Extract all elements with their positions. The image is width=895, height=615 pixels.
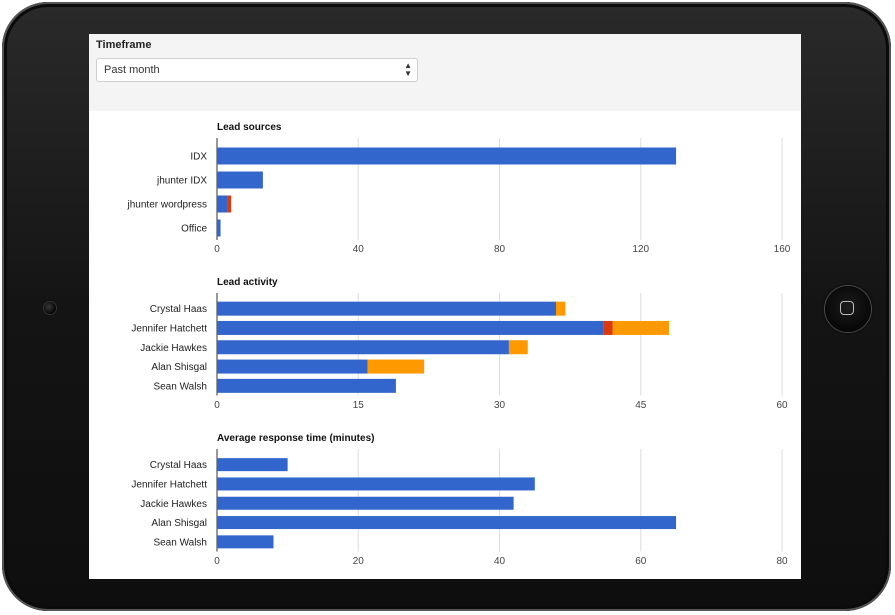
category-label: Jennifer Hatchett — [131, 323, 207, 334]
bar-segment — [217, 301, 556, 316]
bar-segment — [217, 171, 263, 189]
timeframe-select[interactable]: Past month ▲ ▼ — [96, 58, 418, 82]
x-tick-label: 0 — [214, 400, 220, 411]
bar-segment — [217, 458, 288, 472]
bar-segment — [508, 340, 528, 355]
bar-segment — [227, 195, 232, 213]
x-tick-label: 120 — [632, 244, 649, 255]
bar-segment — [217, 320, 604, 335]
bar-segment — [556, 301, 566, 316]
category-label: Alan Shisgal — [151, 518, 207, 529]
x-tick-label: 60 — [635, 556, 647, 567]
home-square-icon — [840, 301, 854, 315]
bar-segment — [217, 219, 221, 237]
bar-segment — [217, 378, 396, 393]
category-label: Jackie Hawkes — [140, 343, 207, 354]
bar-segment — [367, 359, 425, 374]
bar-segment — [612, 320, 669, 335]
category-label: jhunter wordpress — [127, 200, 207, 211]
charts-area: Lead sources 0 40 80 120 160 IDX jhunter IDX jhu… — [127, 122, 791, 567]
x-tick-label: 80 — [776, 556, 788, 567]
category-label: Crystal Haas — [150, 460, 207, 471]
x-tick-label: 30 — [494, 400, 506, 411]
x-tick-label: 15 — [353, 400, 365, 411]
timeframe-select-value: Past month — [104, 64, 160, 76]
x-tick-label: 20 — [353, 556, 365, 567]
chart-title: Lead sources — [217, 122, 282, 133]
x-tick-label: 0 — [214, 244, 220, 255]
screen: Timeframe Past month ▲ ▼ Lead sources 0 40 8… — [89, 34, 801, 579]
home-button[interactable] — [825, 286, 871, 332]
timeframe-label: Timeframe — [96, 39, 152, 51]
bar-segment — [217, 516, 677, 530]
camera-lens — [44, 302, 56, 314]
category-label: IDX — [190, 152, 207, 163]
x-tick-label: 40 — [494, 556, 506, 567]
x-tick-label: 60 — [776, 400, 788, 411]
bar-segment — [217, 477, 535, 491]
chart-title: Average response time (minutes) — [217, 433, 374, 444]
bar-segment — [217, 359, 368, 374]
bar-segment — [217, 535, 274, 549]
bar-segment — [217, 340, 509, 355]
category-label: Office — [181, 224, 207, 235]
x-tick-label: 160 — [774, 244, 791, 255]
category-label: Sean Walsh — [153, 537, 207, 548]
category-label: Alan Shisgal — [151, 362, 207, 373]
category-label: Crystal Haas — [150, 304, 207, 315]
bar-segment — [217, 195, 228, 213]
x-tick-label: 0 — [214, 556, 220, 567]
x-tick-label: 40 — [353, 244, 365, 255]
bar-segment — [217, 147, 677, 165]
x-tick-label: 45 — [635, 400, 647, 411]
bar-segment — [217, 496, 514, 510]
filter-bar: Timeframe Past month ▲ ▼ — [89, 34, 801, 111]
category-label: Jackie Hawkes — [140, 499, 207, 510]
bar-segment — [603, 320, 613, 335]
category-label: Jennifer Hatchett — [131, 479, 207, 490]
chart-title: Lead activity — [217, 277, 278, 288]
select-arrows-icon: ▲ ▼ — [404, 61, 412, 78]
category-label: jhunter IDX — [156, 176, 207, 187]
category-label: Sean Walsh — [153, 381, 207, 392]
x-tick-label: 80 — [494, 244, 506, 255]
